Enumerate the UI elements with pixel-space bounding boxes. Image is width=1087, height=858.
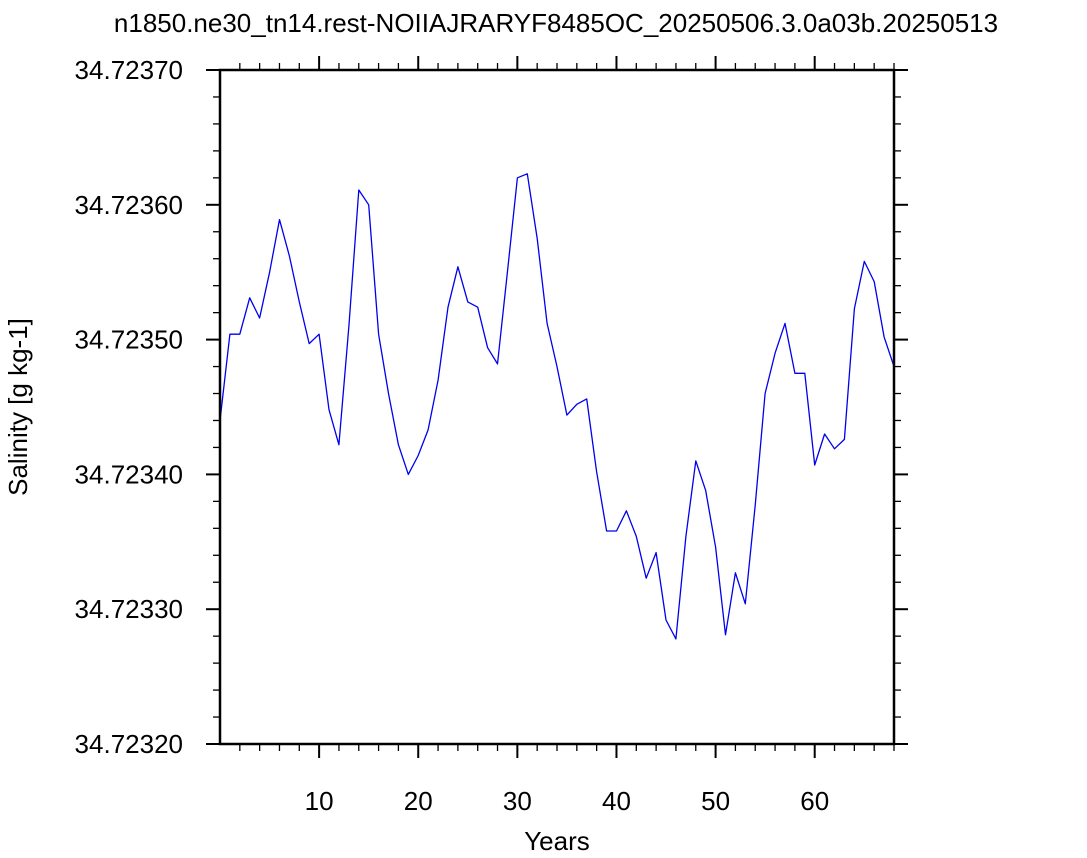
x-tick-label: 10	[305, 786, 334, 816]
salinity-series-line	[219, 173, 895, 640]
y-tick-label: 34.72360	[75, 190, 183, 220]
x-axis-ticks: 10 20 30 40 50 60	[239, 56, 895, 816]
x-axis-label: Years	[524, 826, 590, 856]
y-tick-label: 34.72330	[75, 594, 183, 624]
x-tick-label: 30	[503, 786, 532, 816]
y-axis-ticks: 34.72320 34.72330 34.72340 34.72350 34.72360…	[75, 55, 908, 759]
y-tick-label: 34.72320	[75, 729, 183, 759]
x-tick-label: 60	[800, 786, 829, 816]
y-tick-label: 34.72340	[75, 459, 183, 489]
y-axis-label: Salinity [g kg-1]	[3, 318, 33, 496]
x-tick-label: 20	[404, 786, 433, 816]
plot-frame	[218, 68, 896, 746]
y-tick-label: 34.72350	[75, 325, 183, 355]
x-tick-label: 50	[701, 786, 730, 816]
y-tick-label: 34.72370	[75, 55, 183, 85]
chart-title: n1850.ne30_tn14.rest-NOIIAJRARYF8485OC_2…	[114, 8, 998, 38]
x-tick-label: 40	[602, 786, 631, 816]
